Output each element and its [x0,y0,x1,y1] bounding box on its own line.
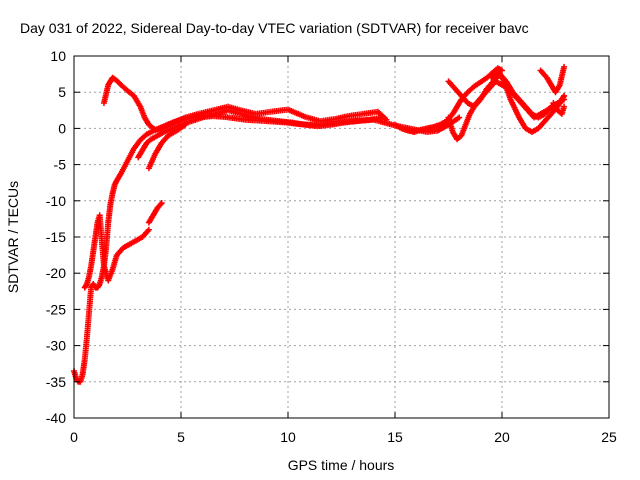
y-tick-label: -30 [46,338,66,354]
data-point-markers [100,74,390,133]
x-tick-label: 20 [494,429,510,445]
series-arc-11 [537,63,568,96]
data-point-markers [81,212,152,291]
data-point-markers [145,199,165,226]
y-tick-label: -15 [46,229,66,245]
data-points [71,63,568,385]
data-point-markers [488,67,568,136]
series-arc-2 [81,212,152,291]
series-arc-1 [71,113,463,385]
y-tick-label: 5 [58,84,66,100]
y-tick-label: -5 [54,157,67,173]
y-tick-label: -10 [46,193,66,209]
y-tick-label: 10 [50,48,66,64]
x-tick-label: 0 [70,429,78,445]
y-tick-label: -35 [46,374,66,390]
x-tick-label: 10 [280,429,296,445]
grid-lines [74,56,609,418]
data-point-markers [71,113,463,385]
chart-title: Day 031 of 2022, Sidereal Day-to-day VTE… [20,20,529,36]
data-point-markers [537,63,568,96]
y-tick-label: -20 [46,265,66,281]
axis-ticks: 0 5 10 15 20 25 -40 -35 -30 -25 -20 -15 -10 -5 0 5 10 [46,48,617,445]
y-tick-label: -25 [46,301,66,317]
x-tick-label: 5 [177,429,185,445]
y-tick-label: 0 [58,120,66,136]
series-arc-12 [550,100,568,117]
series-arc-10 [488,67,568,136]
data-point-markers [550,100,568,117]
x-tick-label: 15 [387,429,403,445]
x-axis-label: GPS time / hours [288,457,395,473]
y-tick-label: -40 [46,410,66,426]
data-point-markers [145,121,189,172]
series-arc-5 [145,199,165,226]
y-axis-label: SDTVAR / TECUs [5,181,21,293]
x-tick-label: 25 [601,429,617,445]
series-arc-3 [100,74,390,133]
series-arc-6 [145,121,189,172]
